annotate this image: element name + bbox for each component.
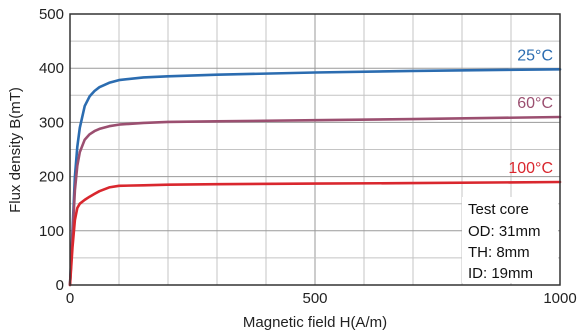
y-tick-label: 0 — [56, 277, 64, 294]
y-tick-label: 100 — [39, 223, 64, 240]
series-lines — [68, 68, 562, 287]
annotation-box — [462, 197, 558, 283]
x-tick-label: 500 — [302, 290, 327, 307]
annotation-line-2: OD: 31mm — [468, 223, 541, 240]
x-tick-label: 1000 — [543, 290, 576, 307]
tick-labels: 0 500 1000 0 100 200 300 400 500 — [39, 6, 577, 307]
x-tick-label: 0 — [66, 290, 74, 307]
series-line-3 — [68, 180, 562, 287]
series-line-2 — [68, 115, 562, 287]
series-labels: 25°C 60°C 100°C — [508, 47, 553, 177]
annotation-line-1: Test core — [468, 201, 529, 218]
plot-frame — [69, 13, 561, 286]
series-label-3: 100°C — [508, 160, 553, 177]
series-label-1: 25°C — [517, 47, 553, 64]
annotation-line-3: TH: 8mm — [468, 244, 530, 261]
y-axis-label: Flux density B(mT) — [7, 87, 24, 213]
y-tick-label: 300 — [39, 114, 64, 131]
x-axis-label: Magnetic field H(A/m) — [243, 314, 387, 331]
annotation-line-4: ID: 19mm — [468, 265, 533, 282]
y-tick-label: 500 — [39, 6, 64, 23]
series-line-1 — [68, 68, 562, 287]
series-label-2: 60°C — [517, 95, 553, 112]
y-tick-label: 400 — [39, 60, 64, 77]
y-tick-label: 200 — [39, 169, 64, 186]
